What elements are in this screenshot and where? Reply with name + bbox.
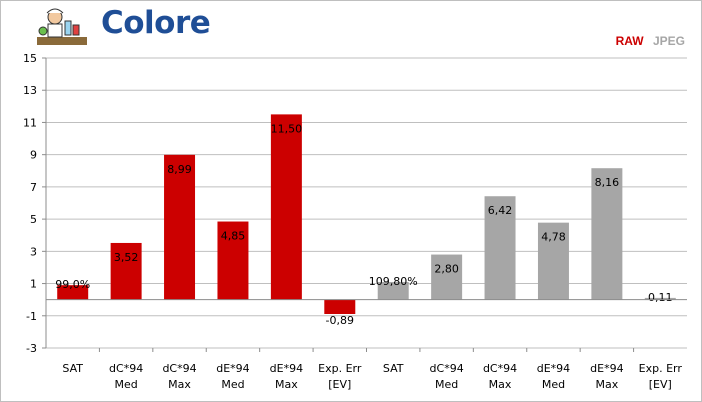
x-tick-label: dE*94	[270, 362, 303, 375]
x-tick-label-line2: Med	[115, 378, 138, 391]
legend-jpeg: JPEG	[652, 34, 685, 48]
x-tick-label: dC*94	[430, 362, 464, 375]
x-tick-label-line2: [EV]	[328, 378, 351, 391]
y-tick-label: 7	[30, 181, 37, 194]
bar	[377, 281, 409, 300]
y-tick-label: 15	[23, 52, 37, 65]
bar	[164, 154, 196, 300]
chart-title: Colore	[101, 5, 211, 41]
y-tick-label: -1	[26, 310, 37, 323]
x-tick-label: dE*94	[537, 362, 570, 375]
bar	[537, 222, 569, 300]
data-label: 8,16	[595, 176, 620, 189]
y-tick-label: 3	[30, 245, 37, 258]
x-tick-label: dC*94	[162, 362, 196, 375]
data-label: 6,42	[488, 204, 513, 217]
bar	[324, 299, 356, 315]
y-tick-label: 5	[30, 213, 37, 226]
bar	[431, 254, 463, 300]
data-label: 11,50	[271, 122, 303, 135]
x-tick-label: dC*94	[109, 362, 143, 375]
y-tick-label: -3	[26, 342, 37, 355]
data-label: 4,78	[541, 231, 566, 244]
data-label: 8,99	[167, 163, 192, 176]
legend: RAW JPEG	[610, 34, 685, 48]
x-tick-label: dE*94	[590, 362, 623, 375]
x-tick-label-line2: Med	[221, 378, 244, 391]
data-label: 0,11	[648, 291, 673, 304]
data-label: 99,0%	[55, 278, 90, 291]
x-tick-label: dC*94	[483, 362, 517, 375]
x-tick-label: Exp. Err	[318, 362, 362, 375]
x-tick-label: dE*94	[216, 362, 249, 375]
bar	[217, 221, 249, 300]
data-label: 3,52	[114, 251, 139, 264]
x-tick-label: SAT	[383, 362, 404, 375]
x-tick-label-line2: Med	[435, 378, 458, 391]
y-tick-label: 9	[30, 149, 37, 162]
x-tick-label-line2: Max	[275, 378, 298, 391]
bar	[110, 242, 142, 300]
data-label: 4,85	[221, 230, 246, 243]
x-tick-label: Exp. Err	[639, 362, 683, 375]
bar	[484, 196, 516, 300]
x-tick-label-line2: Max	[489, 378, 512, 391]
data-label: 109,80%	[369, 275, 418, 288]
y-tick-label: 1	[30, 278, 37, 291]
x-tick-label-line2: Max	[596, 378, 619, 391]
bar	[57, 285, 89, 300]
x-tick-label: SAT	[62, 362, 83, 375]
data-label: 2,80	[434, 263, 459, 276]
bar	[644, 297, 676, 300]
x-tick-label-line2: Med	[542, 378, 565, 391]
bar	[270, 114, 302, 300]
scientist-logo-icon	[35, 7, 89, 47]
data-label: -0,89	[326, 314, 354, 327]
y-tick-label: 11	[23, 116, 37, 129]
y-tick-label: 13	[23, 84, 37, 97]
x-tick-label-line2: [EV]	[649, 378, 672, 391]
legend-raw: RAW	[615, 34, 644, 48]
bar	[591, 168, 623, 300]
x-tick-label-line2: Max	[168, 378, 191, 391]
